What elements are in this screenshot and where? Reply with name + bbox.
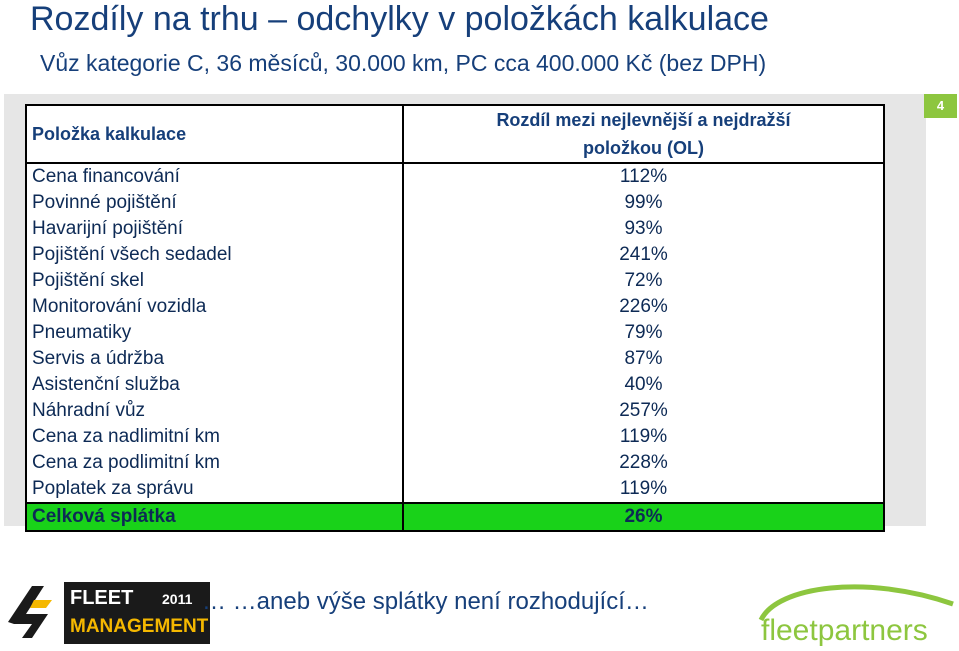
row-item: Povinné pojištění [25, 190, 404, 216]
table-row: Pojištění všech sedadel 241% [25, 242, 885, 268]
row-item: Pojištění všech sedadel [25, 242, 404, 268]
header-diff-line2: položkou (OL) [583, 138, 704, 158]
row-diff: 87% [402, 346, 885, 372]
row-diff: 228% [402, 450, 885, 476]
row-diff: 99% [402, 190, 885, 216]
row-diff: 257% [402, 398, 885, 424]
row-item: Pojištění skel [25, 268, 404, 294]
table-row: Havarijní pojištění 93% [25, 216, 885, 242]
partners-logo-text: fleetpartners [761, 614, 928, 646]
table-row: Poplatek za správu 119% [25, 476, 885, 503]
row-diff: 226% [402, 294, 885, 320]
row-diff: 119% [402, 424, 885, 450]
fleet-logo-line1: FLEET [70, 587, 133, 609]
header-item: Položka kalkulace [25, 104, 404, 164]
swoosh-icon [758, 584, 954, 622]
row-diff: 40% [402, 372, 885, 398]
row-diff: 93% [402, 216, 885, 242]
table-row: Pneumatiky 79% [25, 320, 885, 346]
table-row: Povinné pojištění 99% [25, 190, 885, 216]
fleet-management-logo: FLEET 2011 MANAGEMENT [4, 578, 210, 644]
row-item: Monitorování vozidla [25, 294, 404, 320]
row-diff: 112% [402, 163, 885, 190]
table-header-row: Položka kalkulace Rozdíl mezi nejlevnějš… [25, 104, 885, 164]
row-diff: 119% [402, 476, 885, 503]
fleet-logo-line2: MANAGEMENT [70, 616, 209, 637]
table-row: Pojištění skel 72% [25, 268, 885, 294]
fleetpartners-logo: fleetpartners [757, 580, 955, 647]
row-diff: 79% [402, 320, 885, 346]
row-diff: 241% [402, 242, 885, 268]
table-row: Cena financování 112% [25, 163, 885, 190]
table-row: Náhradní vůz 257% [25, 398, 885, 424]
table-row: Cena za podlimitní km 228% [25, 450, 885, 476]
total-row: Celková splátka 26% [25, 502, 885, 532]
table-row: Servis a údržba 87% [25, 346, 885, 372]
page-number: 4 [924, 94, 957, 118]
row-item: Asistenční služba [25, 372, 404, 398]
row-item: Cena financování [25, 163, 404, 190]
row-diff: 72% [402, 268, 885, 294]
row-item: Náhradní vůz [25, 398, 404, 424]
row-item: Cena za podlimitní km [25, 450, 404, 476]
slide-subtitle: Vůz kategorie C, 36 měsíců, 30.000 km, P… [40, 50, 767, 76]
row-item: Pneumatiky [25, 320, 404, 346]
total-item: Celková splátka [25, 502, 404, 532]
header-diff: Rozdíl mezi nejlevnější a nejdražší polo… [402, 104, 885, 164]
table-row: Asistenční služba 40% [25, 372, 885, 398]
row-item: Servis a údržba [25, 346, 404, 372]
header-diff-line1: Rozdíl mezi nejlevnější a nejdražší [496, 110, 791, 130]
table-row: Cena za nadlimitní km 119% [25, 424, 885, 450]
table-body: Cena financování 112% Povinné pojištění 99%… [25, 163, 885, 532]
tagline: … …aneb výše splátky není rozhodující… [202, 588, 649, 615]
calculation-table: Položka kalkulace Rozdíl mezi nejlevnějš… [25, 104, 885, 532]
slide-title: Rozdíly na trhu – odchylky v položkách k… [30, 0, 769, 38]
total-diff: 26% [402, 502, 885, 532]
row-item: Havarijní pojištění [25, 216, 404, 242]
row-item: Cena za nadlimitní km [25, 424, 404, 450]
table-row: Monitorování vozidla 226% [25, 294, 885, 320]
row-item: Poplatek za správu [25, 476, 404, 503]
fleet-logo-year: 2011 [162, 591, 193, 607]
